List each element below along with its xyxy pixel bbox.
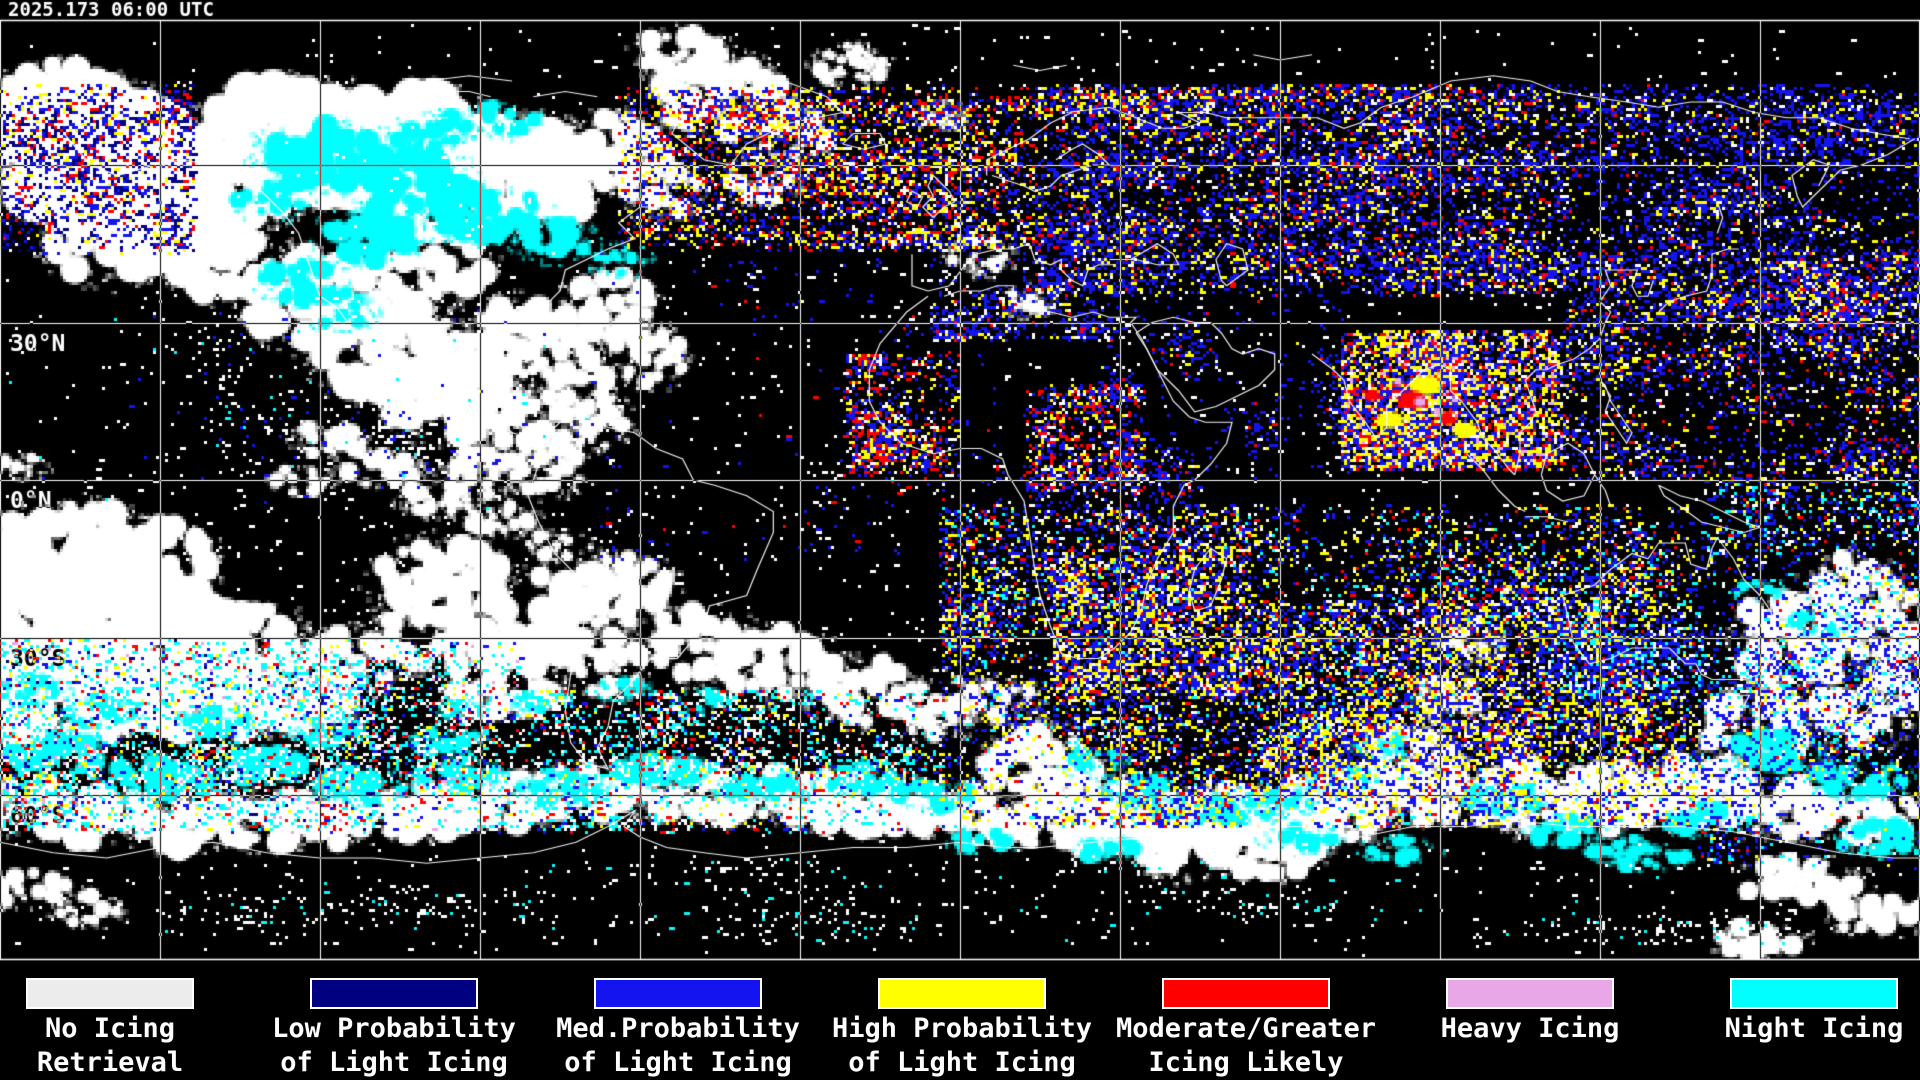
legend-item-no-icing: No Icing Retrieval	[0, 978, 260, 1077]
legend-item-high-probability: High Probability of Light Icing	[812, 978, 1112, 1077]
legend-label-line1: Med.Probability	[556, 1013, 800, 1044]
legend-swatch	[1446, 978, 1614, 1009]
legend-swatch	[1162, 978, 1330, 1009]
legend-item-heavy-icing: Heavy Icing	[1380, 978, 1680, 1049]
legend: No Icing Retrieval Low Probability of Li…	[0, 961, 1920, 1080]
legend-item-low-probability: Low Probability of Light Icing	[244, 978, 544, 1077]
legend-label-line1: Moderate/Greater	[1115, 1013, 1377, 1044]
legend-label-line2: of Light Icing	[564, 1047, 792, 1078]
legend-label-line2: of Light Icing	[848, 1047, 1076, 1078]
legend-item-night-icing: Night Icing	[1664, 978, 1920, 1049]
legend-label-line1: Heavy Icing	[1440, 1013, 1620, 1044]
legend-item-moderate-greater: Moderate/Greater Icing Likely	[1096, 978, 1396, 1077]
legend-swatch	[1730, 978, 1898, 1009]
legend-label-line1: No Icing	[44, 1013, 176, 1044]
legend-swatch	[878, 978, 1046, 1009]
legend-label-line2: Icing Likely	[1148, 1047, 1344, 1078]
legend-label-line2: of Light Icing	[280, 1047, 508, 1078]
legend-label-line2: Retrieval	[36, 1047, 184, 1078]
legend-label-line1: Night Icing	[1724, 1013, 1904, 1044]
legend-swatch	[594, 978, 762, 1009]
legend-label-line1: Low Probability	[272, 1013, 516, 1044]
legend-label-line1: High Probability	[831, 1013, 1093, 1044]
legend-item-med-probability: Med.Probability of Light Icing	[528, 978, 828, 1077]
legend-swatch	[26, 978, 194, 1009]
legend-swatch	[310, 978, 478, 1009]
